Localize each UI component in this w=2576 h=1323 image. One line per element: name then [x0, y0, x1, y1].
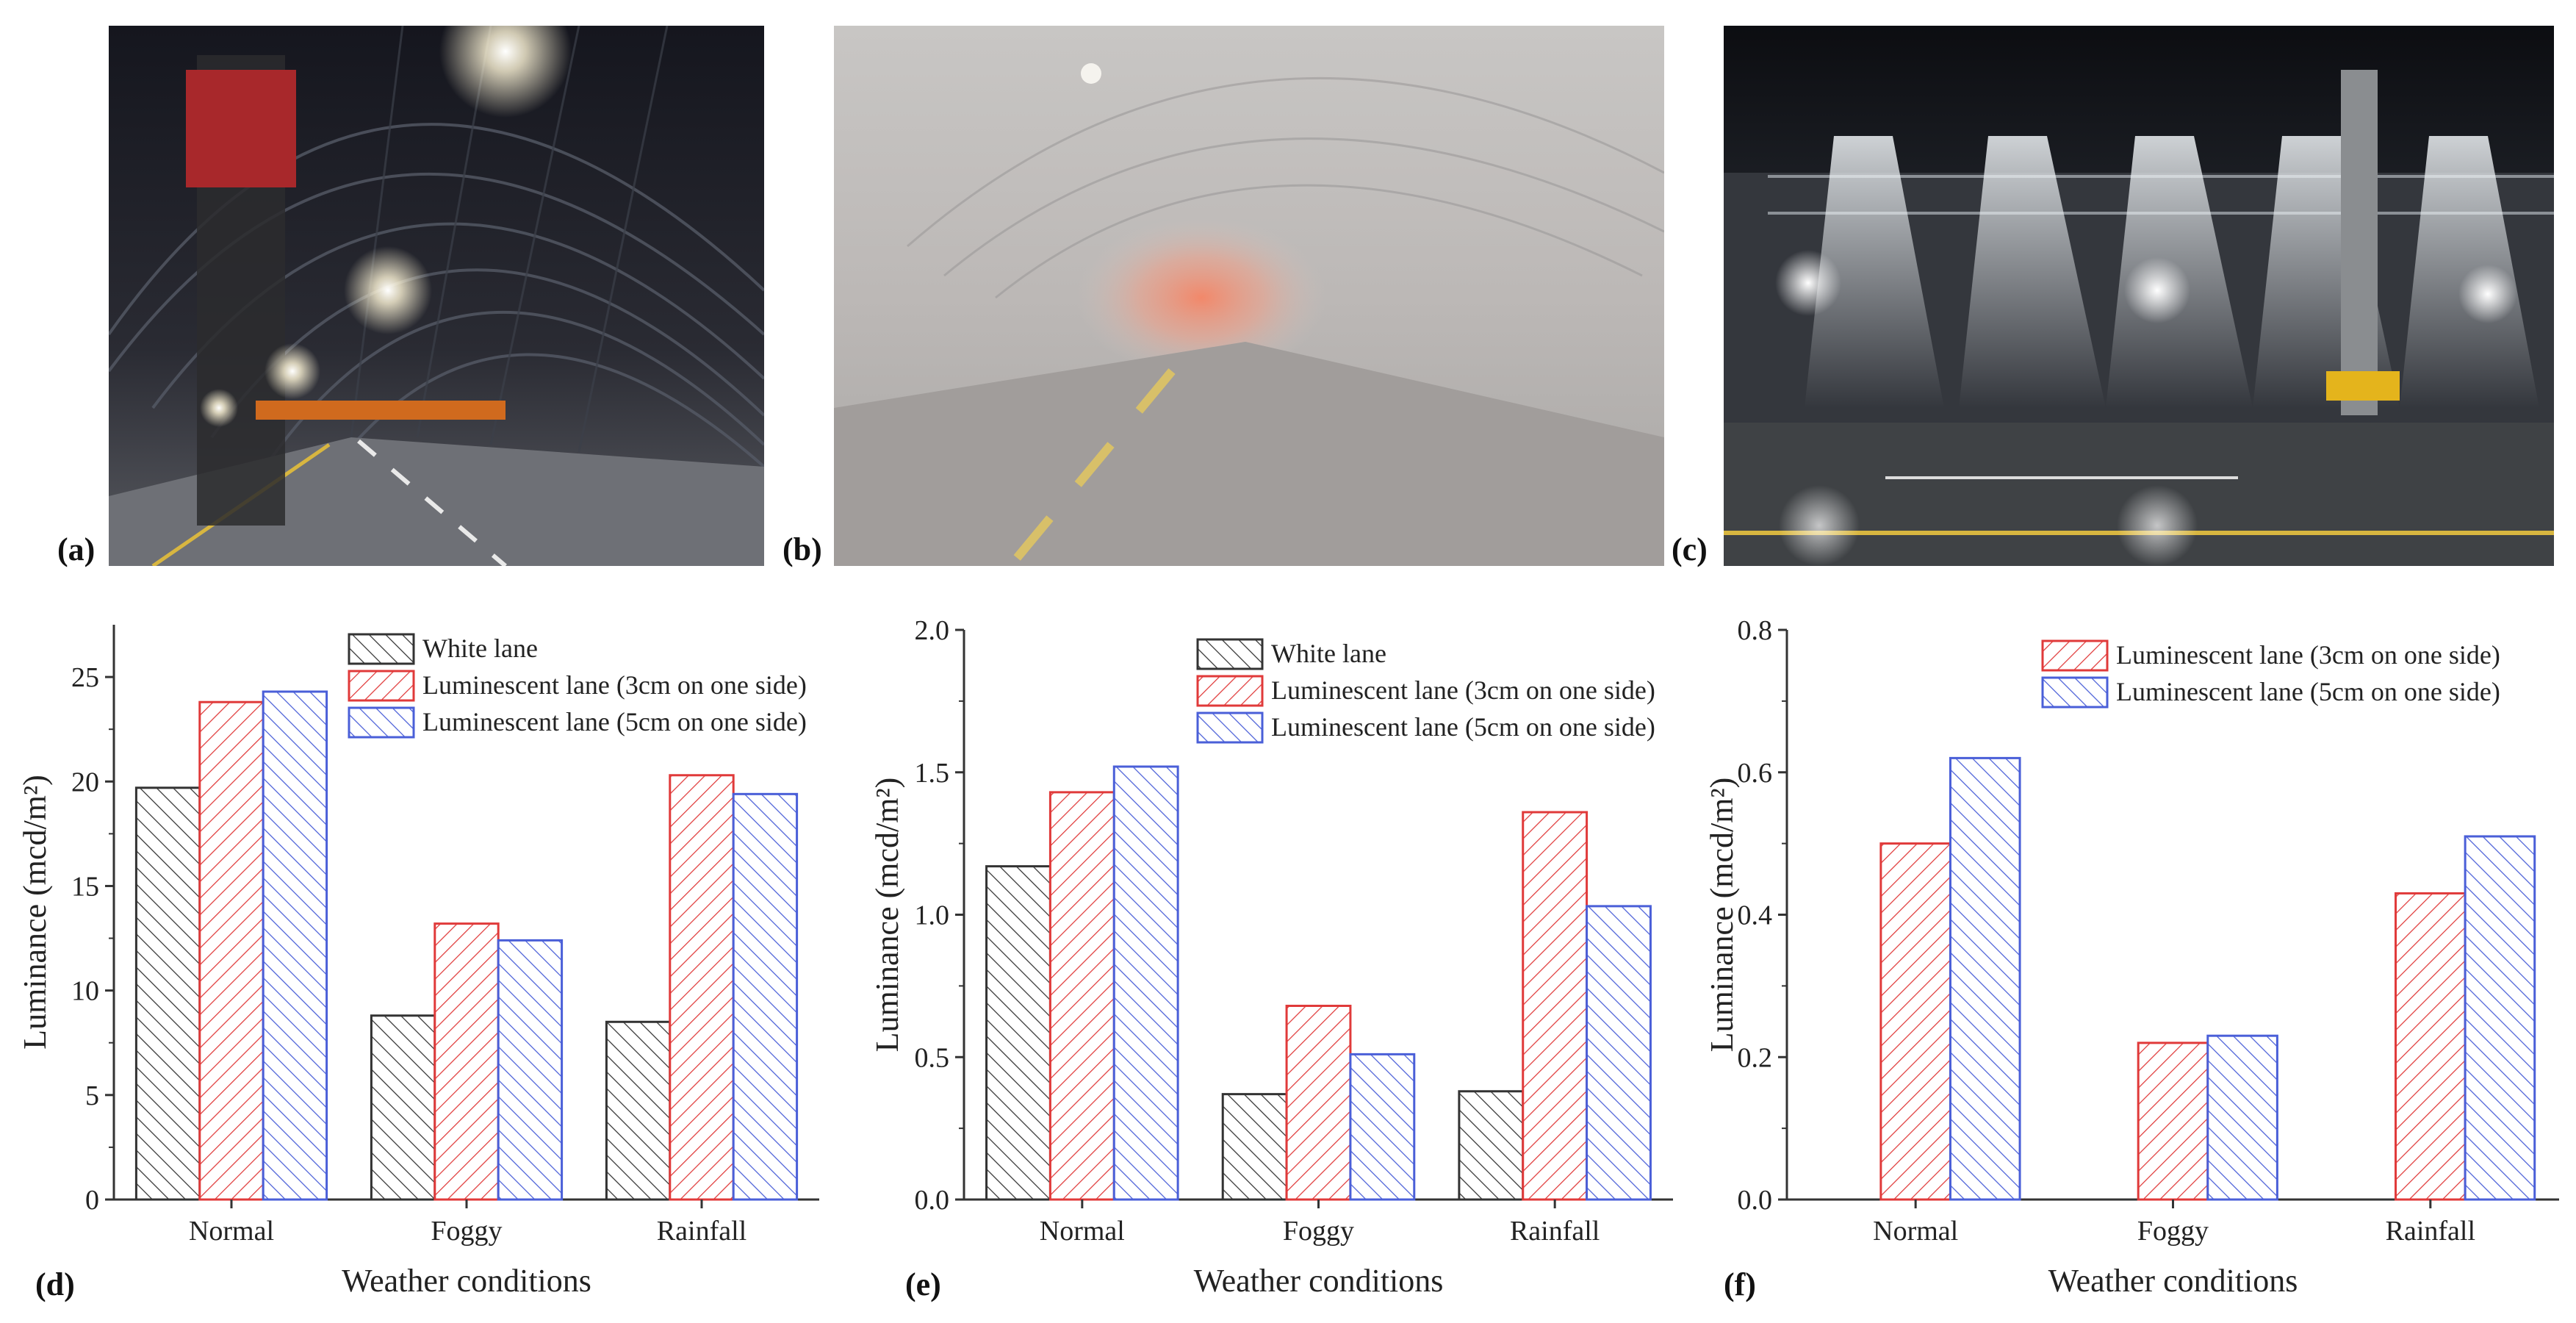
chart-2: 0.0 0.2 0.4 0.6 0.8 Normal Foggy Rainfall Weathe…: [1704, 615, 2559, 1299]
y-tick-label: 2.0: [915, 615, 950, 646]
chart-1: 0.0 0.5 1.0 1.5 2.0 Normal Foggy Rainfall Weathe…: [869, 615, 1673, 1299]
legend-label: Luminescent lane (5cm on one side): [2116, 677, 2500, 706]
legend-label: Luminescent lane (3cm on one side): [1271, 675, 1655, 705]
bar-foggy-0: [370, 1014, 436, 1201]
bar-normal-0: [985, 865, 1051, 1201]
bar-foggy-1: [433, 922, 500, 1201]
y-tick-label: 0: [85, 1185, 99, 1216]
panel-label-f: (f): [1724, 1266, 1756, 1302]
panel-label-e: (e): [905, 1266, 941, 1302]
photo-tunnel-foggy: [834, 26, 1664, 566]
bar-rainfall-0: [1458, 1090, 1525, 1201]
legend-label: Luminescent lane (3cm on one side): [2116, 640, 2500, 670]
bar-normal-1: [1949, 756, 2021, 1201]
x-tick-label: Normal: [1873, 1216, 1958, 1247]
bar-rainfall-1: [669, 774, 735, 1201]
legend-label: Luminescent lane (5cm on one side): [1271, 712, 1655, 742]
photo-tunnel-normal: [109, 26, 764, 566]
y-tick-label: 0.0: [915, 1185, 950, 1216]
legend-label: Luminescent lane (3cm on one side): [422, 670, 807, 700]
bar-rainfall-0: [2395, 892, 2467, 1201]
panel-label-c: (c): [1672, 531, 1708, 567]
bar-normal-2: [262, 690, 328, 1201]
x-tick-label: Foggy: [2137, 1216, 2209, 1247]
x-tick-label: Foggy: [1283, 1216, 1354, 1247]
photo-tunnel-rainfall: [1724, 26, 2554, 566]
x-tick-label: Rainfall: [657, 1216, 746, 1247]
legend-label: White lane: [1271, 639, 1386, 668]
x-tick-label: Rainfall: [2386, 1216, 2475, 1247]
legend-swatch: [1196, 638, 1264, 670]
y-tick-label: 1.0: [915, 900, 950, 931]
y-axis-title: Luminance (mcd/m²): [1704, 778, 1740, 1053]
legend-swatch: [348, 670, 415, 702]
bar-normal-1: [198, 700, 265, 1201]
bar-rainfall-1: [2464, 835, 2536, 1201]
y-tick-label: 10: [71, 976, 99, 1007]
bar-normal-0: [1879, 842, 1951, 1201]
bar-normal-1: [1048, 791, 1115, 1201]
x-tick-label: Normal: [1040, 1216, 1125, 1247]
legend-swatch: [1196, 675, 1264, 707]
x-tick-label: Normal: [189, 1216, 274, 1247]
bar-rainfall-0: [605, 1020, 672, 1201]
y-tick-label: 25: [71, 662, 99, 693]
y-tick-label: 1.5: [915, 758, 950, 789]
x-axis-title: Weather conditions: [342, 1263, 591, 1299]
legend-label: Luminescent lane (5cm on one side): [422, 707, 807, 736]
x-tick-label: Rainfall: [1510, 1216, 1600, 1247]
legend-swatch: [2041, 676, 2109, 709]
bar-foggy-2: [497, 939, 564, 1201]
legend-swatch: [2041, 639, 2109, 672]
y-tick-label: 0.2: [1738, 1042, 1773, 1073]
x-axis-title: Weather conditions: [2048, 1263, 2298, 1299]
panel-label-b: (b): [782, 531, 822, 567]
y-tick-label: 0.0: [1738, 1185, 1773, 1216]
legend-swatch: [348, 633, 415, 665]
y-tick-label: 0.6: [1738, 758, 1773, 789]
bar-foggy-0: [2137, 1041, 2209, 1201]
panel-label-d: (d): [35, 1266, 75, 1302]
x-axis-title: Weather conditions: [1194, 1263, 1444, 1299]
y-axis-title: Luminance (mcd/m²): [17, 775, 53, 1050]
y-tick-label: 0.8: [1738, 615, 1773, 646]
bar-rainfall-2: [732, 792, 799, 1201]
bar-rainfall-1: [1522, 811, 1589, 1201]
legend-label: White lane: [422, 634, 538, 663]
legend-swatch: [348, 706, 415, 739]
y-axis-title: Luminance (mcd/m²): [869, 778, 905, 1053]
y-tick-label: 0.4: [1738, 900, 1773, 931]
y-tick-label: 0.5: [915, 1042, 950, 1073]
x-tick-label: Foggy: [431, 1216, 502, 1247]
bar-foggy-1: [1285, 1005, 1352, 1201]
bar-foggy-1: [2206, 1034, 2278, 1201]
chart-0: 0 5 10 15 20 25 Normal Foggy Rainfall Weather con…: [17, 625, 819, 1299]
y-tick-label: 5: [85, 1080, 99, 1111]
bar-normal-2: [1112, 765, 1179, 1201]
y-tick-label: 15: [71, 871, 99, 902]
bar-normal-0: [134, 786, 201, 1201]
legend-swatch: [1196, 711, 1264, 744]
panel-label-a: (a): [57, 531, 96, 567]
bar-foggy-0: [1221, 1093, 1288, 1201]
bar-rainfall-2: [1586, 905, 1652, 1201]
y-tick-label: 20: [71, 767, 99, 797]
bar-foggy-2: [1349, 1053, 1416, 1201]
